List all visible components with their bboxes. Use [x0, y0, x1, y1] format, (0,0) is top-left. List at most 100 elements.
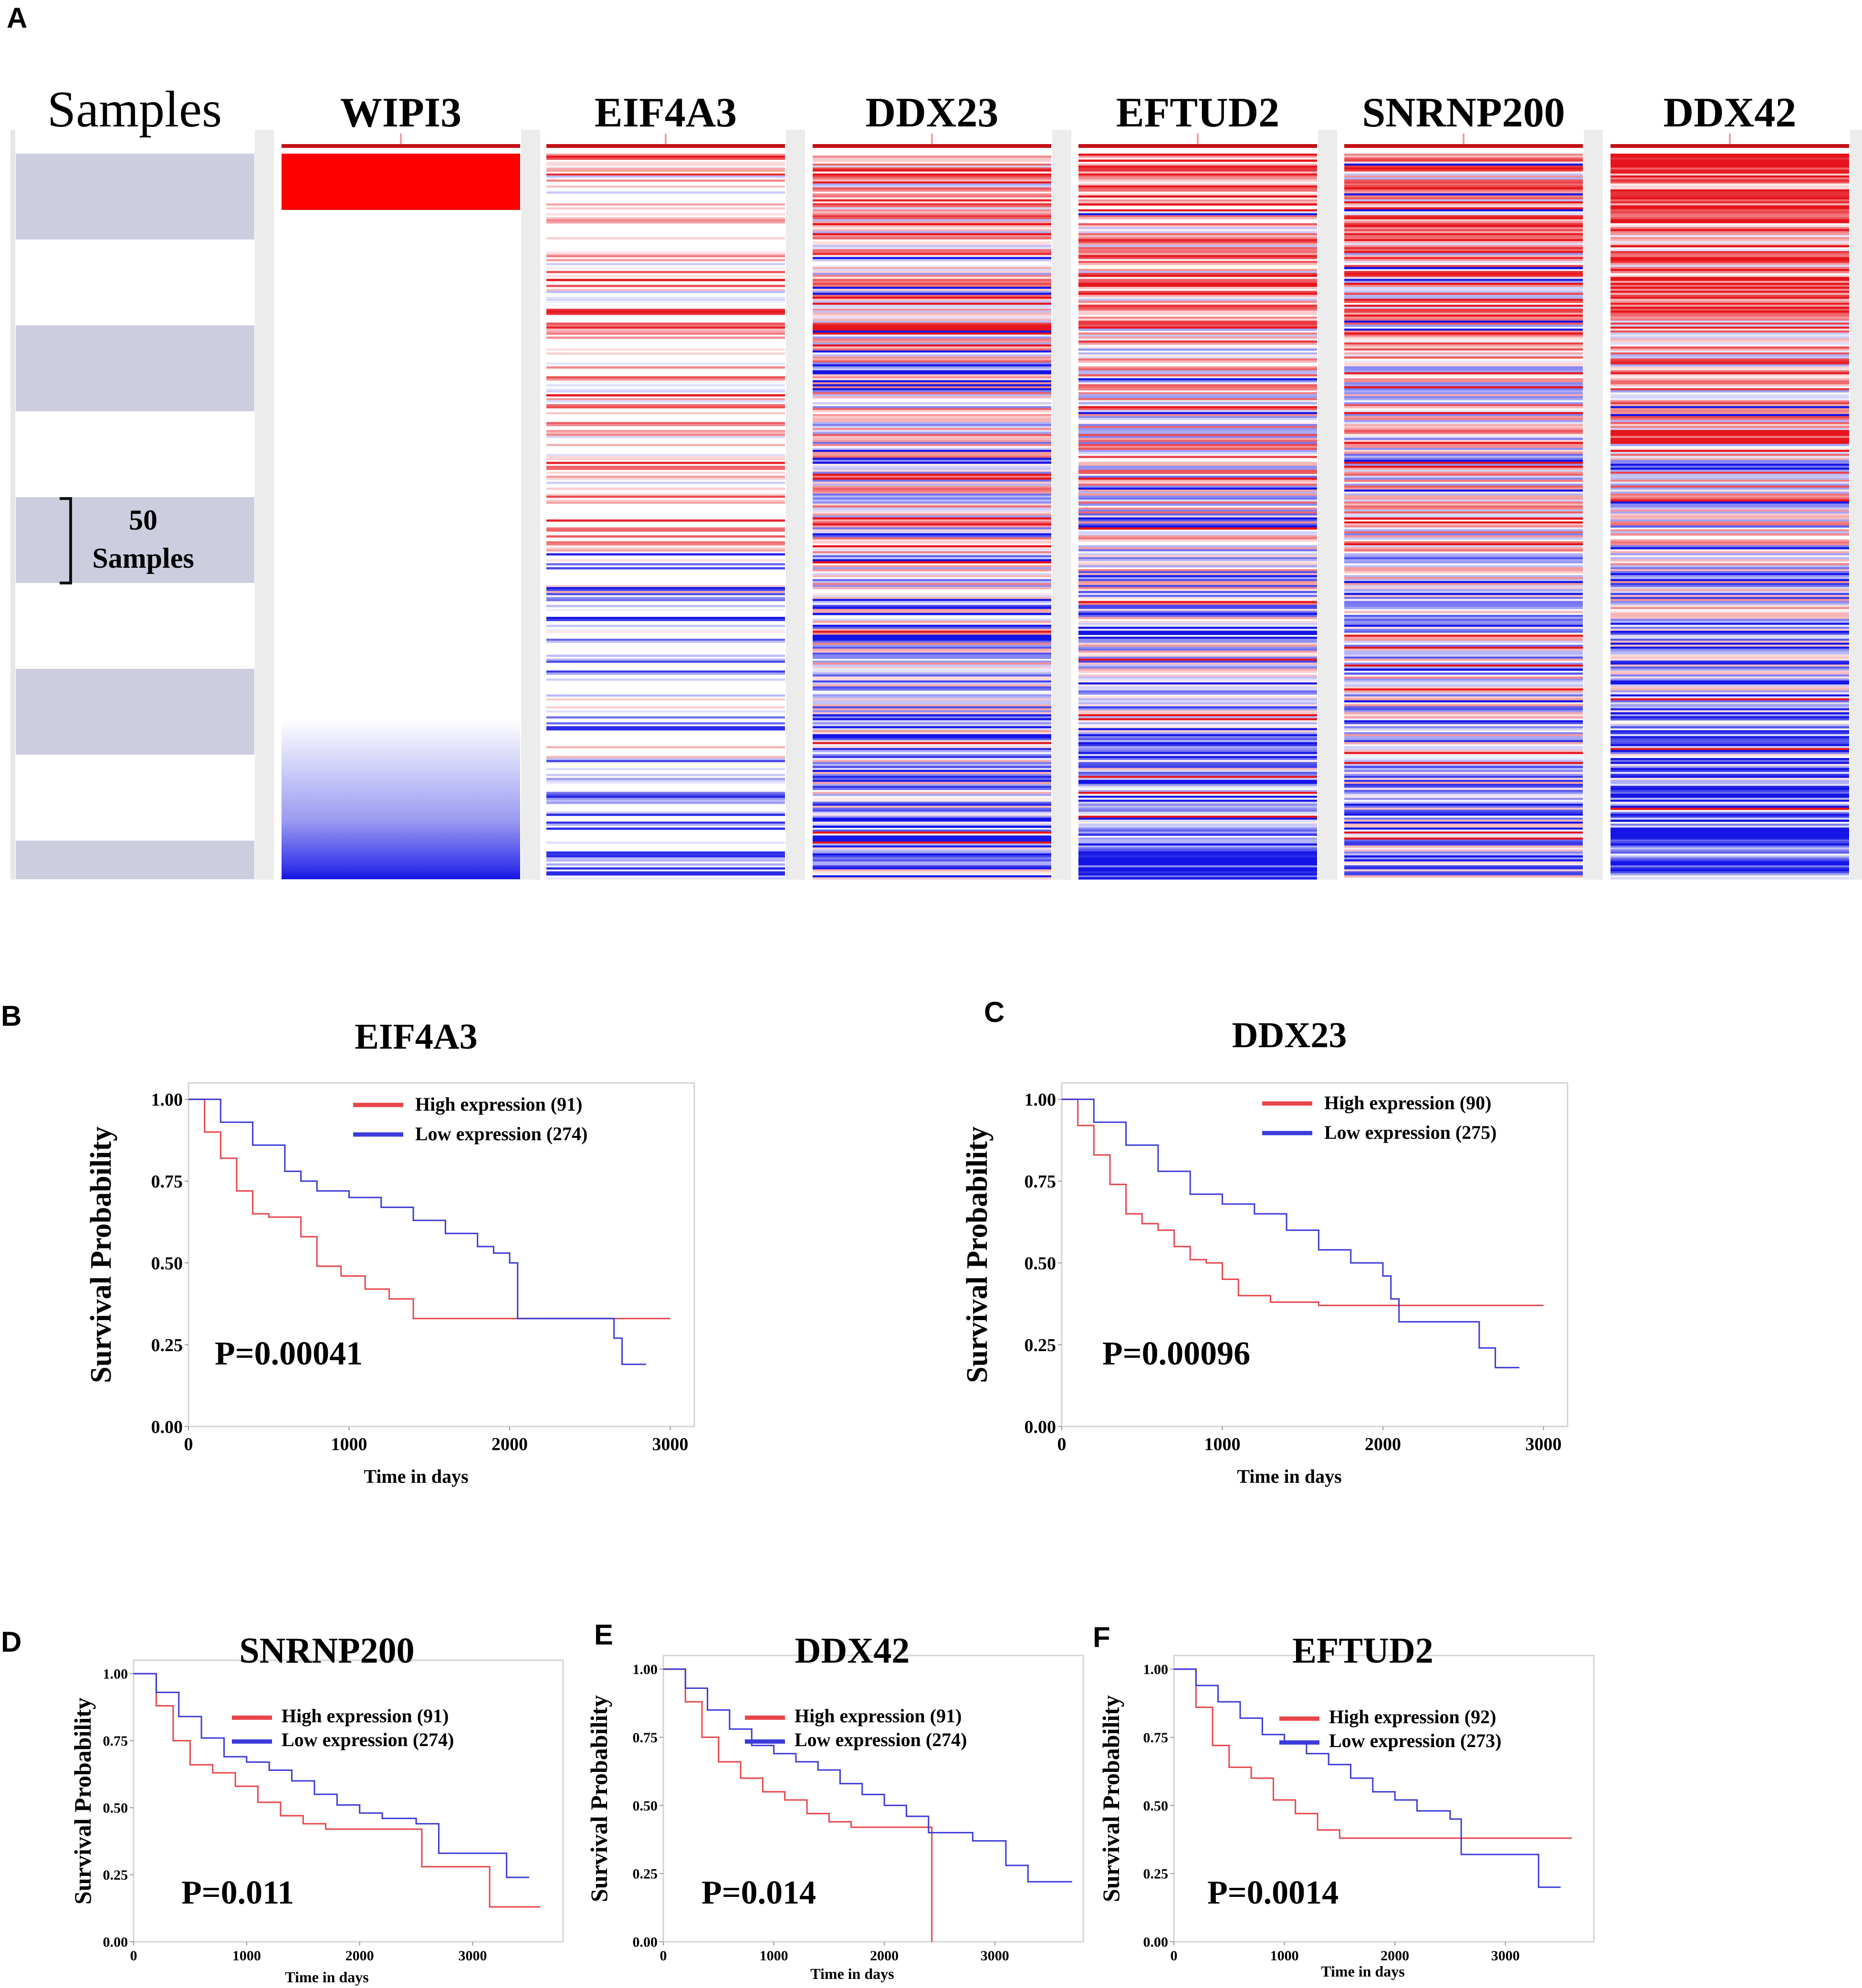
heatmap-cell — [1344, 493, 1583, 496]
heatmap-cell — [546, 638, 785, 641]
heatmap-cell — [1344, 549, 1583, 552]
heatmap-cell — [1344, 495, 1583, 498]
heatmap-cell — [1344, 201, 1583, 204]
heatmap-cell — [1611, 652, 1849, 655]
heatmap-cell — [1611, 708, 1849, 711]
heatmap-cell — [1611, 219, 1849, 222]
heatmap-cell — [1078, 253, 1317, 256]
heatmap-cell — [1344, 619, 1583, 621]
plot-frame — [188, 1082, 695, 1427]
heatmap-cell — [1344, 565, 1583, 568]
heatmap-cell — [546, 217, 785, 220]
heatmap-cell — [813, 503, 1051, 506]
heatmap-cell — [1078, 867, 1317, 870]
heatmap-cell — [1078, 440, 1317, 442]
heatmap-cell — [1611, 297, 1849, 299]
heatmap-cell — [813, 770, 1051, 772]
heatmap-cell — [1611, 686, 1849, 689]
heatmap-cell — [1078, 674, 1317, 677]
heatmap-cell — [1078, 500, 1317, 502]
heatmap-cell — [1611, 531, 1849, 534]
heatmap-cell — [1611, 418, 1849, 420]
heatmap-cell — [1078, 285, 1317, 287]
heatmap-cell — [1344, 491, 1583, 494]
heatmap-cell — [813, 271, 1051, 273]
heatmap-cell — [1344, 783, 1583, 786]
heatmap-cell — [1611, 807, 1849, 810]
heatmap-cell — [546, 488, 785, 490]
heatmap-cell — [1078, 179, 1317, 182]
heatmap-cell — [546, 156, 785, 158]
legend-label: Low expression (273) — [1329, 1730, 1501, 1751]
heatmap-cell — [1611, 221, 1849, 224]
heatmap-cell — [1344, 478, 1583, 480]
chart-title: EFTUD2 — [1292, 1631, 1433, 1671]
heatmap-cell — [546, 436, 785, 438]
heatmap-cell — [546, 795, 785, 798]
heatmap-cell — [813, 736, 1051, 739]
heatmap-cell — [1344, 726, 1583, 729]
heatmap-cell — [1611, 167, 1849, 170]
heatmap-cell — [813, 638, 1051, 641]
heatmap-cell — [1611, 861, 1849, 864]
heatmap-cell — [1611, 312, 1849, 315]
heatmap-cell — [1611, 330, 1849, 333]
heatmap-cell — [1344, 471, 1583, 474]
heatmap-cell — [1344, 752, 1583, 755]
heatmap-cell — [1611, 541, 1849, 544]
heatmap-cell — [813, 466, 1051, 468]
heatmap-cell — [1611, 440, 1849, 442]
heatmap-cell — [1611, 253, 1849, 256]
heatmap-cell — [1611, 251, 1849, 253]
heatmap-cell — [1611, 287, 1849, 289]
heatmap-cell — [1078, 585, 1317, 588]
heatmap-cell — [546, 873, 785, 876]
heatmap-cell — [813, 237, 1051, 239]
heatmap-cell — [1078, 519, 1317, 522]
heatmap-cell — [813, 724, 1051, 727]
heatmap-cell — [1078, 515, 1317, 518]
heatmap-cell — [1078, 822, 1317, 824]
heatmap-cell — [546, 591, 785, 593]
heatmap-cell — [1078, 742, 1317, 745]
heatmap-cell — [1078, 509, 1317, 512]
column-gutter — [255, 130, 274, 880]
heatmap-cell — [1611, 750, 1849, 752]
y-tick-label: 0.00 — [633, 1935, 658, 1950]
heatmap-cell — [546, 855, 785, 858]
heatmap-cell — [1344, 281, 1583, 283]
column-gutter — [1850, 130, 1862, 880]
heatmap-cell — [1611, 422, 1849, 425]
heatmap-cell — [1611, 579, 1849, 582]
heatmap-cell — [546, 352, 785, 355]
heatmap-cell — [1078, 680, 1317, 683]
heatmap-cell — [813, 704, 1051, 707]
heatmap-cell — [813, 275, 1051, 277]
heatmap-cell — [1611, 533, 1849, 536]
heatmap-cell — [1611, 662, 1849, 665]
heatmap-cell — [1078, 700, 1317, 703]
x-tick-label: 1000 — [1204, 1434, 1241, 1454]
heatmap-cell — [813, 360, 1051, 363]
heatmap-cell — [813, 324, 1051, 327]
legend-label: High expression (90) — [1324, 1092, 1491, 1114]
heatmap-cell — [1344, 253, 1583, 256]
heatmap-cell — [1344, 167, 1583, 170]
heatmap-cell — [813, 309, 1051, 311]
heatmap-cell — [1078, 660, 1317, 663]
heatmap-cell — [546, 253, 785, 256]
y-tick-label: 0.50 — [103, 1801, 128, 1816]
heatmap-cell — [813, 692, 1051, 695]
heatmap-cell — [1611, 285, 1849, 287]
heatmap-cell — [1611, 473, 1849, 476]
heatmap-cell — [1611, 511, 1849, 514]
heatmap-cell — [546, 424, 785, 427]
heatmap-cell — [1611, 503, 1849, 506]
heatmap-cell — [1344, 561, 1583, 564]
heatmap-cell — [1078, 464, 1317, 466]
heatmap-cell — [1078, 766, 1317, 769]
heatmap-cell — [1078, 328, 1317, 331]
heatmap-cell — [1078, 800, 1317, 802]
x-tick-label: 2000 — [345, 1948, 374, 1964]
heatmap-cell — [1344, 420, 1583, 423]
